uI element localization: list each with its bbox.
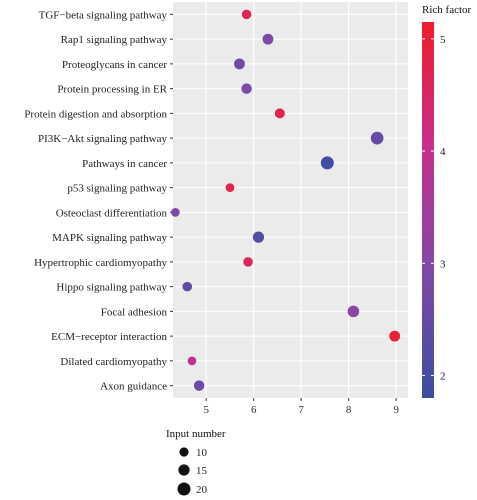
data-point bbox=[187, 356, 197, 366]
y-axis-labels: TGF−beta signaling pathway Rap1 signaling… bbox=[24, 9, 173, 393]
data-point bbox=[262, 33, 274, 45]
data-point bbox=[171, 208, 180, 217]
y-tick-label: MAPK signaling pathway bbox=[52, 232, 167, 244]
color-legend-title: Rich factor bbox=[422, 4, 472, 16]
gridlines bbox=[173, 2, 408, 398]
color-legend-label: 3 bbox=[440, 258, 446, 270]
color-legend-label: 5 bbox=[440, 34, 446, 46]
color-legend: Rich factor 2 3 4 5 bbox=[422, 4, 472, 398]
y-tick-label: Pathways in cancer bbox=[82, 158, 167, 170]
data-point bbox=[182, 281, 193, 292]
data-point bbox=[347, 305, 360, 318]
y-tick-label: PI3K−Akt signaling pathway bbox=[38, 133, 168, 145]
x-tick-label: 9 bbox=[393, 404, 399, 416]
data-point bbox=[370, 131, 384, 145]
y-tick-label: Focal adhesion bbox=[101, 306, 168, 318]
y-tick-label: Axon guidance bbox=[100, 381, 167, 393]
data-point bbox=[243, 257, 253, 267]
y-tick-label: Protein processing in ER bbox=[57, 84, 167, 96]
x-tick-label: 6 bbox=[251, 404, 257, 416]
y-tick-label: p53 signaling pathway bbox=[67, 183, 167, 195]
color-legend-label: 4 bbox=[440, 146, 446, 158]
size-legend-label: 15 bbox=[196, 465, 208, 477]
size-legend: Input number 10 15 20 bbox=[166, 428, 226, 496]
data-point bbox=[234, 58, 245, 70]
x-tick-label: 5 bbox=[203, 404, 209, 416]
y-tick-label: Hippo signaling pathway bbox=[56, 282, 167, 294]
data-points bbox=[171, 9, 401, 391]
data-point bbox=[274, 108, 285, 119]
size-legend-label: 10 bbox=[196, 447, 208, 459]
plot-background bbox=[173, 2, 408, 398]
y-tick-label: Hypertrophic cardiomyopathy bbox=[34, 257, 167, 269]
y-tick-label: Proteoglycans in cancer bbox=[62, 59, 167, 71]
x-tick-label: 8 bbox=[346, 404, 352, 416]
data-point bbox=[225, 183, 235, 192]
data-point bbox=[193, 380, 205, 391]
color-legend-bar bbox=[422, 22, 434, 398]
data-point bbox=[389, 330, 401, 342]
size-legend-point bbox=[179, 447, 189, 457]
data-point bbox=[241, 9, 252, 20]
data-point bbox=[320, 156, 334, 170]
x-axis-ticks: 5 6 7 8 9 bbox=[203, 398, 399, 416]
data-point bbox=[252, 231, 265, 243]
size-legend-title: Input number bbox=[166, 428, 226, 440]
size-legend-point bbox=[178, 464, 190, 476]
y-tick-label: Dilated cardiomyopathy bbox=[60, 356, 167, 368]
size-legend-label: 20 bbox=[196, 484, 208, 496]
y-tick-label: Protein digestion and absorption bbox=[24, 108, 167, 120]
y-tick-label: Osteoclast differentiation bbox=[56, 207, 168, 219]
color-legend-label: 2 bbox=[440, 371, 446, 383]
y-tick-label: Rap1 signaling pathway bbox=[61, 34, 168, 46]
size-legend-point bbox=[177, 482, 191, 496]
y-tick-label: TGF−beta signaling pathway bbox=[39, 9, 168, 21]
data-point bbox=[241, 83, 252, 94]
x-tick-label: 7 bbox=[298, 404, 304, 416]
y-tick-label: ECM−receptor interaction bbox=[51, 331, 167, 343]
